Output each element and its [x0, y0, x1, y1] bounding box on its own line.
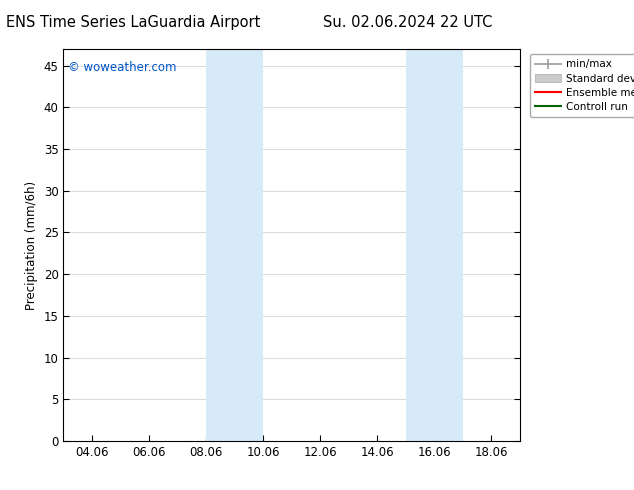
Bar [406, 49, 463, 441]
Y-axis label: Precipitation (mm/6h): Precipitation (mm/6h) [25, 180, 38, 310]
Text: © woweather.com: © woweather.com [68, 61, 176, 74]
Legend: min/max, Standard deviation, Ensemble mean run, Controll run: min/max, Standard deviation, Ensemble me… [529, 54, 634, 117]
Text: ENS Time Series LaGuardia Airport: ENS Time Series LaGuardia Airport [6, 15, 260, 29]
Text: Su. 02.06.2024 22 UTC: Su. 02.06.2024 22 UTC [323, 15, 493, 29]
Bar [206, 49, 263, 441]
